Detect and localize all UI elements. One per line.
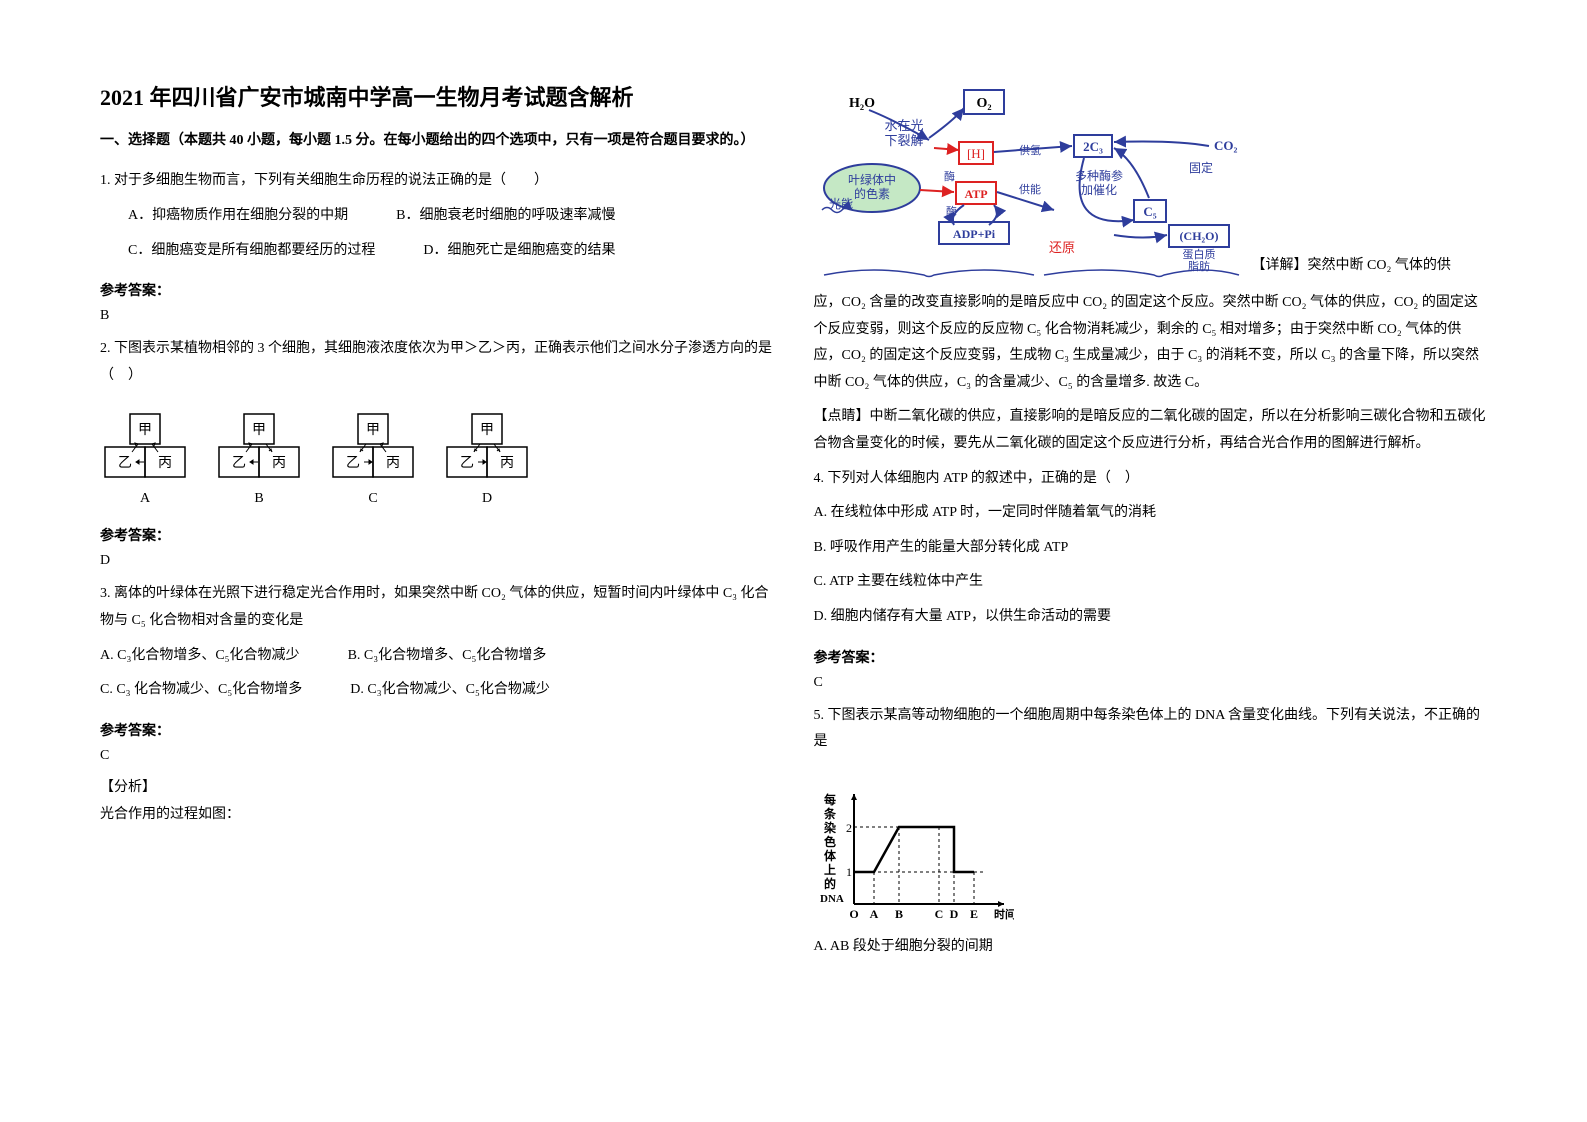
q3-optC: C. C₃ 化合物减少、C₅化合物增多 (100, 677, 302, 704)
q2-answer-label: 参考答案： (100, 525, 774, 545)
q4-optC: C. ATP 主要在线粒体中产生 (814, 569, 1488, 596)
svg-text:叶绿体中: 叶绿体中 (847, 172, 895, 187)
q4-optA: A. 在线粒体中形成 ATP 时，一定同时伴随着氧气的消耗 (814, 500, 1488, 527)
svg-text:蛋白质: 蛋白质 (1182, 247, 1215, 261)
svg-text:E: E (969, 907, 977, 921)
document-title: 2021 年四川省广安市城南中学高一生物月考试题含解析 (100, 80, 774, 112)
svg-text:固定: 固定 (1189, 160, 1213, 175)
q3-answer: C (100, 748, 774, 764)
svg-text:D: D (949, 907, 958, 921)
q1-optA: A．抑癌物质作用在细胞分裂的中期 (128, 203, 348, 230)
svg-text:上: 上 (824, 862, 836, 877)
q2-labelA: A (140, 491, 150, 507)
svg-text:多种酶参: 多种酶参 (1074, 168, 1122, 183)
q1-options-row2: C．细胞癌变是所有细胞都要经历的过程 D．细胞死亡是细胞癌变的结果 (100, 238, 774, 265)
q2-diagram-D: 甲 乙 丙 D (442, 407, 532, 507)
svg-text:丙: 丙 (158, 456, 172, 471)
svg-text:O₂: O₂ (976, 96, 991, 111)
svg-text:ADP+Pi: ADP+Pi (952, 227, 995, 241)
q3-optD: D. C₃化合物减少、C₅化合物减少 (350, 677, 550, 704)
svg-text:还原: 还原 (1049, 240, 1075, 255)
svg-text:DNA: DNA (820, 893, 844, 905)
q2-diagram-B: 甲 乙 丙 B (214, 407, 304, 507)
q2-diagram-A: 甲 乙 丙 A (100, 407, 190, 507)
svg-text:1: 1 (846, 865, 852, 879)
q3-optA: A. C₃化合物增多、C₅化合物减少 (100, 643, 300, 670)
q4-answer-label: 参考答案： (814, 647, 1488, 667)
q3-answer-label: 参考答案： (100, 720, 774, 740)
left-column: 2021 年四川省广安市城南中学高一生物月考试题含解析 一、选择题（本题共 40… (100, 80, 774, 1042)
svg-text:A: A (869, 907, 878, 921)
q1-optB: B．细胞衰老时细胞的呼吸速率减慢 (396, 203, 615, 230)
q2-diagram-C: 甲 乙 丙 C (328, 407, 418, 507)
svg-text:(CH₂O): (CH₂O) (1179, 229, 1218, 243)
svg-text:C: C (934, 907, 943, 921)
svg-text:C₅: C₅ (1143, 204, 1156, 219)
svg-text:甲: 甲 (366, 423, 380, 438)
photosynthesis-diagram: O₂ H₂O 水在光 下裂解 [H] 叶绿体中 的色素 ATP ADP+Pi 光… (814, 80, 1244, 280)
svg-text:丙: 丙 (386, 456, 400, 471)
svg-text:体: 体 (824, 848, 837, 863)
svg-text:的: 的 (824, 876, 836, 891)
q1-optC: C．细胞癌变是所有细胞都要经历的过程 (128, 238, 375, 265)
photosynthesis-row: O₂ H₂O 水在光 下裂解 [H] 叶绿体中 的色素 ATP ADP+Pi 光… (814, 80, 1488, 280)
q3-options-row2: C. C₃ 化合物减少、C₅化合物增多 D. C₃化合物减少、C₅化合物减少 (100, 677, 774, 704)
q1-stem: 1. 对于多细胞生物而言，下列有关细胞生命历程的说法正确的是（ ） (100, 168, 774, 195)
q3-detail-pre: 【详解】突然中断 CO₂ 气体的供 (1252, 253, 1488, 280)
q2-stem: 2. 下图表示某植物相邻的 3 个细胞，其细胞液浓度依次为甲＞乙＞丙，正确表示他… (100, 336, 774, 389)
q3-hint: 【点睛】中断二氧化碳的供应，直接影响的是暗反应的二氧化碳的固定，所以在分析影响三… (814, 404, 1488, 457)
svg-text:2: 2 (846, 821, 852, 835)
svg-text:ATP: ATP (964, 187, 987, 201)
q3-analysis-label: 【分析】 (100, 776, 774, 796)
svg-text:甲: 甲 (480, 423, 494, 438)
svg-text:供能: 供能 (1019, 182, 1041, 196)
q4-answer: C (814, 675, 1488, 691)
q3-stem: 3. 离体的叶绿体在光照下进行稳定光合作用时，如果突然中断 CO₂ 气体的供应，… (100, 581, 774, 634)
svg-text:酶: 酶 (944, 170, 955, 183)
svg-text:乙: 乙 (118, 455, 132, 471)
q1-optD: D．细胞死亡是细胞癌变的结果 (423, 238, 615, 265)
svg-text:色: 色 (824, 834, 836, 849)
svg-text:2C₃: 2C₃ (1083, 139, 1103, 154)
right-column: O₂ H₂O 水在光 下裂解 [H] 叶绿体中 的色素 ATP ADP+Pi 光… (814, 80, 1488, 1042)
q5-stem: 5. 下图表示某高等动物细胞的一个细胞周期中每条染色体上的 DNA 含量变化曲线… (814, 703, 1488, 756)
q3-analysis-text: 光合作用的过程如图： (100, 802, 774, 829)
svg-text:时间: 时间 (994, 907, 1014, 921)
svg-text:加催化: 加催化 (1080, 183, 1116, 197)
q5-chart: 每 条 染 色 体 上 的 DNA 1 2 O A B C D E 时间 (814, 774, 1014, 924)
q4-stem: 4. 下列对人体细胞内 ATP 的叙述中，正确的是（ ） (814, 466, 1488, 493)
q4-optD: D. 细胞内储存有大量 ATP，以供生命活动的需要 (814, 604, 1488, 631)
svg-text:下裂解: 下裂解 (884, 133, 923, 148)
q3-optB: B. C₃化合物增多、C₅化合物增多 (348, 643, 547, 670)
svg-text:乙: 乙 (346, 455, 360, 471)
svg-text:乙: 乙 (460, 455, 474, 471)
svg-text:H₂O: H₂O (849, 96, 875, 111)
q3-options-row1: A. C₃化合物增多、C₅化合物减少 B. C₃化合物增多、C₅化合物增多 (100, 643, 774, 670)
q1-answer-label: 参考答案： (100, 280, 774, 300)
q2-answer: D (100, 553, 774, 569)
svg-text:B: B (894, 907, 902, 921)
svg-text:甲: 甲 (252, 423, 266, 438)
q2-diagrams: 甲 乙 丙 A 甲 乙 丙 B (100, 407, 774, 507)
svg-text:[H]: [H] (966, 146, 984, 161)
svg-text:CO₂: CO₂ (1214, 138, 1238, 153)
svg-text:染: 染 (823, 820, 837, 835)
q5-optA: A. AB 段处于细胞分裂的间期 (814, 934, 1488, 961)
q2-labelC: C (368, 491, 377, 507)
svg-text:乙: 乙 (232, 455, 246, 471)
svg-text:条: 条 (823, 806, 837, 821)
q2-labelD: D (482, 491, 492, 507)
svg-text:O: O (849, 907, 858, 921)
q4-optB: B. 呼吸作用产生的能量大部分转化成 ATP (814, 535, 1488, 562)
svg-text:的色素: 的色素 (853, 186, 889, 201)
section-header: 一、选择题（本题共 40 小题，每小题 1.5 分。在每小题给出的四个选项中，只… (100, 130, 774, 152)
svg-text:丙: 丙 (272, 456, 286, 471)
q1-answer: B (100, 308, 774, 324)
q1-options-row1: A．抑癌物质作用在细胞分裂的中期 B．细胞衰老时细胞的呼吸速率减慢 (100, 203, 774, 230)
svg-text:甲: 甲 (138, 423, 152, 438)
svg-text:丙: 丙 (500, 456, 514, 471)
svg-text:每: 每 (824, 792, 836, 807)
q3-detail: 应，CO₂ 含量的改变直接影响的是暗反应中 CO₂ 的固定这个反应。突然中断 C… (814, 290, 1488, 396)
q2-labelB: B (254, 491, 263, 507)
